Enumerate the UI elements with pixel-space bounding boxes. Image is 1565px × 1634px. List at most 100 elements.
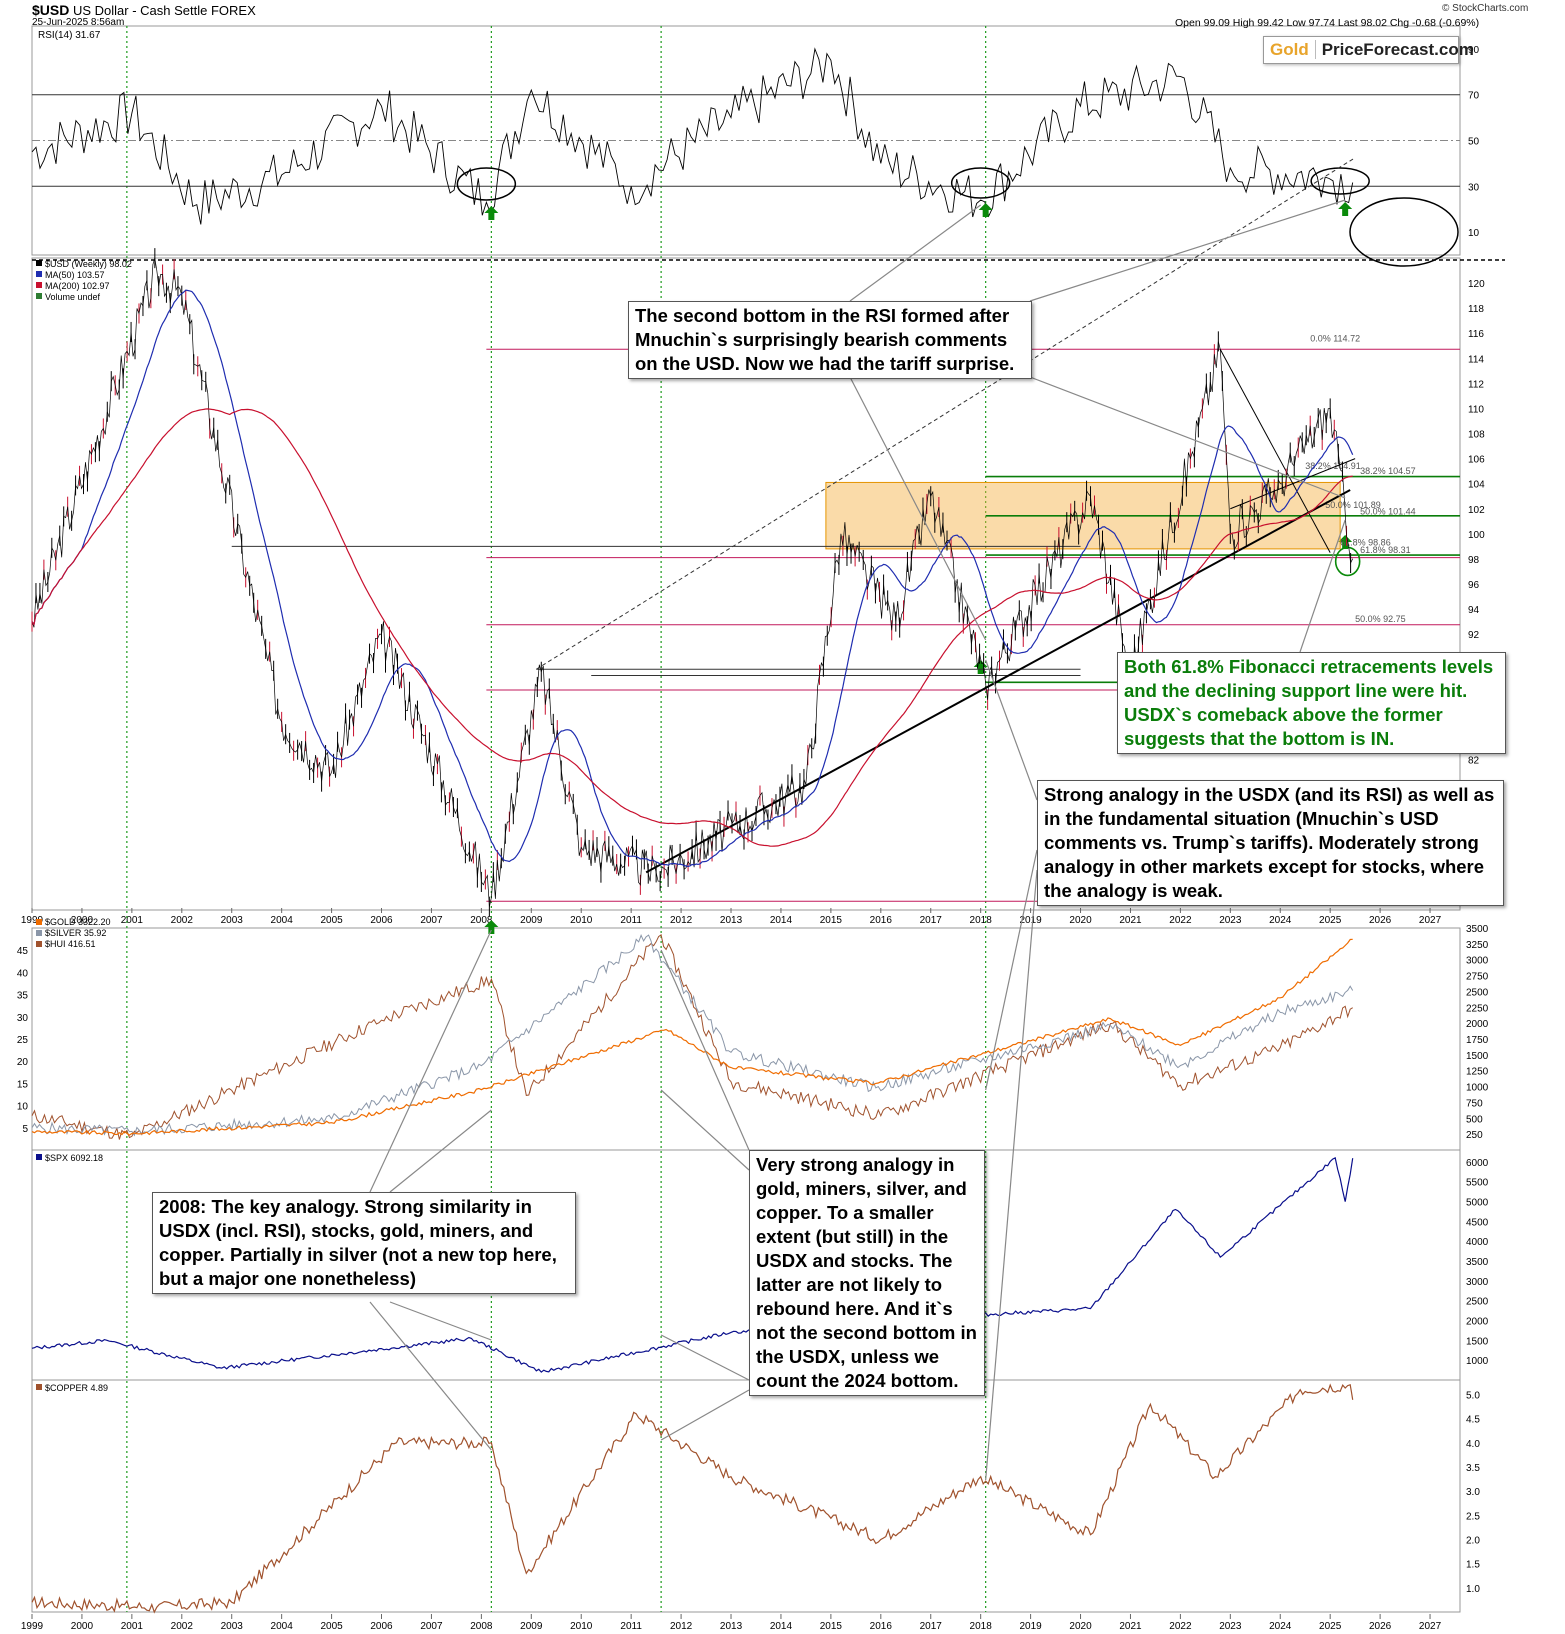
year-label: 2000 [71,1621,94,1632]
fib-label: 50.0% 92.75 [1355,614,1406,624]
year-label: 2027 [1419,1621,1442,1632]
spx-tick-label: 2000 [1466,1317,1489,1328]
usd-legend: Volume undef [45,292,101,302]
usd-tick-label: 82 [1468,756,1480,767]
spx-tick-label: 2500 [1466,1297,1489,1308]
silver-line [31,933,1354,1137]
copper-line [31,1383,1354,1614]
up-arrow [484,206,499,220]
callout-pointer [849,204,982,302]
usd-tick-label: 92 [1468,630,1480,641]
copper-tick-label: 2.5 [1466,1511,1480,1522]
metals-legend: $HUI 416.51 [45,939,96,949]
metals-right-tick: 2250 [1466,1003,1489,1014]
year-label: 2019 [1019,915,1042,926]
callout-pointer [985,659,1038,801]
usd-tick-label: 116 [1468,329,1484,340]
year-label: 2009 [520,915,543,926]
year-label: 2026 [1369,1621,1392,1632]
metals-left-tick: 10 [17,1102,29,1113]
copper-tick-label: 5.0 [1466,1391,1480,1402]
metals-right-tick: 3500 [1466,924,1489,935]
spx-tick-label: 3500 [1466,1257,1489,1268]
year-label: 2006 [370,1621,393,1632]
year-label: 2006 [370,915,393,926]
logo-rest: PriceForecast.com [1321,40,1474,59]
chart-title: $USD US Dollar - Cash Settle FOREX [32,2,256,18]
year-label: 2000 [71,915,94,926]
year-label: 2011 [620,915,642,926]
year-label: 2022 [1169,915,1192,926]
spx-tick-label: 5000 [1466,1198,1489,1209]
up-arrow [1338,202,1353,216]
usd-tick-label: 112 [1468,379,1484,390]
metals-left-tick: 20 [17,1057,29,1068]
callout-pointer [369,1301,492,1451]
copper-tick-label: 1.5 [1466,1560,1480,1571]
year-label: 2001 [121,915,144,926]
copper-legend: $COPPER 4.89 [45,1383,108,1393]
credit-text: © StockCharts.com [1442,3,1529,14]
year-label: 2018 [970,1621,993,1632]
year-label: 2020 [1069,1621,1092,1632]
gold-line [31,938,1353,1136]
metals-left-tick: 30 [17,1013,29,1024]
usd-tick-label: 110 [1468,404,1484,415]
year-label: 2017 [920,915,943,926]
year-label: 2019 [1019,1621,1042,1632]
usd-tick-label: 104 [1468,480,1485,491]
callout-pointer [985,869,1038,1481]
rising-line [1230,458,1356,510]
metals-right-tick: 2750 [1466,972,1489,983]
note-2008: 2008: The key analogy. Strong similarity… [152,1192,576,1294]
year-label: 2012 [670,915,693,926]
metals-legend: $GOLD 3322.20 [45,917,111,927]
spx-tick-label: 4000 [1466,1237,1489,1248]
note-very-strong: Very strong analogy in gold, miners, sil… [749,1150,985,1396]
ma200-line [31,408,1353,847]
year-label: 2027 [1419,915,1442,926]
metals-left-tick: 40 [17,968,29,979]
rsi-line [31,47,1354,225]
metals-right-tick: 1000 [1466,1083,1489,1094]
metals-left-tick: 15 [17,1079,29,1090]
year-label: 2023 [1219,1621,1242,1632]
declining-line [1219,349,1331,553]
callout-pointer [660,1389,750,1441]
callout-pointer [369,929,492,1193]
fib-label: 0.0% 114.72 [1310,333,1360,343]
usd-tick-label: 118 [1468,304,1484,315]
metals-legend-swatch [36,919,42,925]
rsi-tick-label: 50 [1468,137,1480,148]
year-label: 2025 [1319,915,1342,926]
usd-tick-label: 114 [1468,354,1484,365]
callout-pointer [985,849,1038,1091]
metals-left-tick: 5 [22,1124,28,1135]
metals-right-tick: 250 [1466,1130,1483,1141]
rsi-bottom-circle [950,167,1011,199]
year-label: 2018 [970,915,993,926]
year-label: 2013 [720,915,743,926]
year-label: 2014 [770,915,793,926]
year-label: 2010 [570,1621,593,1632]
year-label: 2017 [920,1621,943,1632]
symbol: $USD [32,2,70,18]
spx-tick-label: 5500 [1466,1178,1489,1189]
fib-label: 50.0% 101.89 [1325,500,1381,510]
rsi-tick-label: 70 [1468,91,1480,102]
year-label: 2021 [1119,1621,1142,1632]
year-label: 2005 [320,1621,343,1632]
year-label: 2023 [1219,915,1242,926]
year-label: 2004 [271,1621,294,1632]
gpf-logo: Gold PriceForecast.com [1263,36,1474,64]
year-label: 1999 [21,915,44,926]
year-label: 2021 [1119,915,1142,926]
usd-tick-label: 98 [1468,555,1480,566]
up-arrow [484,920,499,934]
metals-right-tick: 1500 [1466,1051,1489,1062]
spx-tick-label: 6000 [1466,1158,1489,1169]
year-label: 2015 [820,915,843,926]
ma50-line [31,289,1354,868]
year-label: 2024 [1269,1621,1292,1632]
metals-right-tick: 3000 [1466,956,1489,967]
